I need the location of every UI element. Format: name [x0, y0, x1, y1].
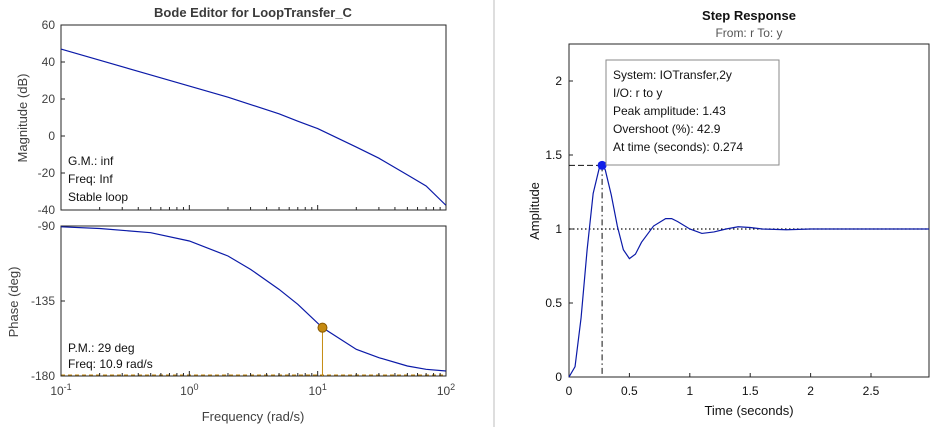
magnitude-y-ticks: 60 40 20 0 -20 -40 [38, 18, 65, 217]
gain-margin-freq-text: Freq: Inf [68, 172, 113, 186]
phase-curve[interactable] [60, 226, 447, 372]
step-y-ticks: 0 0.5 1 1.5 2 [545, 74, 573, 384]
step-x-tick-label: 1.5 [742, 384, 759, 398]
phase-axes[interactable] [60, 225, 447, 377]
phase-tick-label: -90 [38, 219, 56, 233]
phase-ylabel: Phase (deg) [6, 267, 21, 338]
magnitude-curve[interactable] [60, 48, 447, 206]
bode-title: Bode Editor for LoopTransfer_C [154, 5, 353, 20]
step-x-tick-label: 0 [566, 384, 573, 398]
phase-margin-marker[interactable] [317, 322, 328, 333]
datatip-peak-amplitude: Peak amplitude: 1.43 [613, 104, 726, 118]
step-ylabel: Amplitude [527, 182, 542, 240]
gain-margin-text: G.M.: inf [68, 154, 114, 168]
magnitude-tick-label: -40 [38, 203, 56, 217]
frequency-xlabel: Frequency (rad/s) [202, 409, 305, 424]
step-y-tick-label: 2 [555, 74, 562, 88]
step-y-tick-label: 0.5 [545, 296, 562, 310]
frequency-tick-label: 102 [437, 382, 455, 398]
datatip-system: System: IOTransfer,2y [613, 68, 732, 82]
magnitude-axes[interactable] [60, 24, 447, 211]
datatip-overshoot: Overshoot (%): 42.9 [613, 122, 721, 136]
step-response-curve[interactable] [568, 164, 929, 378]
phase-tick-label: -135 [31, 294, 55, 308]
stability-text: Stable loop [68, 190, 128, 204]
magnitude-tick-label: -20 [38, 166, 56, 180]
peak-datatip[interactable]: System: IOTransfer,2y I/O: r to y Peak a… [605, 59, 780, 166]
step-title: Step Response [702, 8, 796, 23]
phase-margin-info: P.M.: 29 deg Freq: 10.9 rad/s [68, 341, 153, 371]
datatip-peak-time: At time (seconds): 0.274 [613, 140, 743, 154]
magnitude-tick-label: 40 [42, 55, 56, 69]
step-x-ticks: 0 0.5 1 1.5 2 2.5 [566, 373, 880, 398]
bode-editor-figure[interactable]: Bode Editor for LoopTransfer_C 60 40 20 0 -2… [0, 0, 493, 427]
step-x-tick-label: 2.5 [863, 384, 880, 398]
bode-editor-panel: Bode Editor for LoopTransfer_C 60 40 20 0 -2… [0, 0, 493, 427]
magnitude-tick-label: 60 [42, 18, 56, 32]
step-x-tick-label: 1 [686, 384, 693, 398]
step-io-subtitle: From: r To: y [715, 26, 782, 40]
frequency-tick-label: 10-1 [50, 382, 71, 398]
magnitude-margin-info: G.M.: inf Freq: Inf Stable loop [68, 154, 128, 204]
phase-tick-label: -180 [31, 369, 55, 383]
frequency-tick-label: 100 [180, 382, 198, 398]
phase-margin-freq-text: Freq: 10.9 rad/s [68, 357, 153, 371]
step-x-tick-label: 2 [807, 384, 814, 398]
magnitude-tick-label: 0 [48, 129, 55, 143]
magnitude-tick-label: 20 [42, 92, 56, 106]
step-x-tick-label: 0.5 [621, 384, 638, 398]
step-y-tick-label: 0 [555, 370, 562, 384]
step-y-tick-label: 1.5 [545, 148, 562, 162]
frequency-x-ticks: 10-1 100 101 102 [50, 205, 455, 398]
panel-divider[interactable] [493, 0, 495, 427]
step-y-tick-label: 1 [555, 222, 562, 236]
step-xlabel: Time (seconds) [704, 403, 793, 418]
phase-y-ticks: -90 -135 -180 [31, 219, 65, 383]
frequency-tick-label: 101 [308, 382, 326, 398]
datatip-io: I/O: r to y [613, 86, 662, 100]
peak-response-marker[interactable] [597, 160, 607, 170]
phase-margin-text: P.M.: 29 deg [68, 341, 135, 355]
magnitude-ylabel: Magnitude (dB) [15, 74, 30, 163]
